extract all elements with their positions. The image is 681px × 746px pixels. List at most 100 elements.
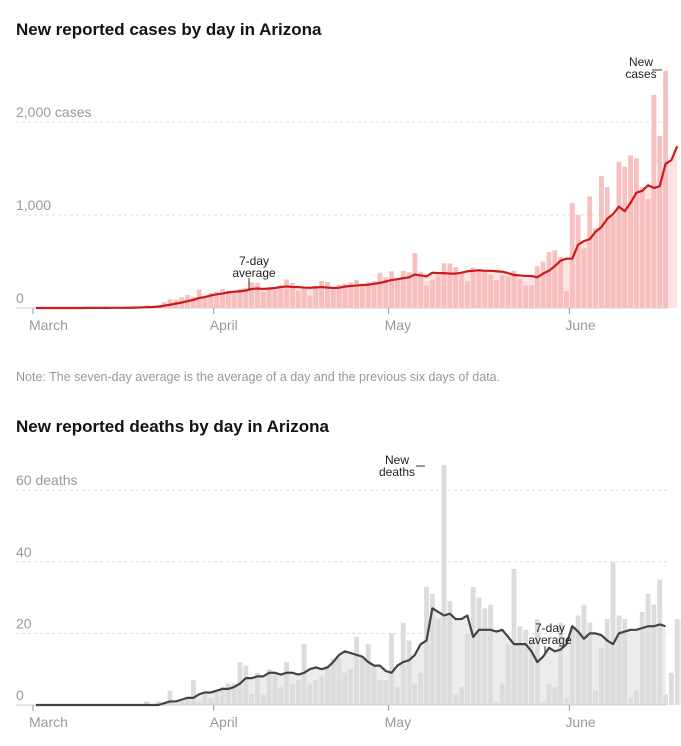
bar [272, 289, 278, 308]
bar [616, 161, 622, 308]
bar [179, 701, 185, 705]
bar [517, 279, 523, 308]
bar [313, 286, 319, 308]
bar [622, 166, 628, 308]
bar [190, 296, 196, 308]
bar [377, 679, 383, 705]
bar [488, 274, 494, 308]
bar [389, 271, 394, 308]
bar [418, 672, 424, 705]
bar [290, 282, 295, 308]
bar [406, 272, 412, 308]
bar [255, 282, 260, 308]
bar [459, 687, 464, 705]
bar [470, 267, 476, 308]
bar [429, 280, 435, 308]
bar [569, 626, 575, 705]
bar [202, 297, 208, 308]
bar [587, 196, 593, 308]
chart-note: Note: The seven-day average is the avera… [16, 370, 501, 384]
bar [342, 672, 348, 705]
bar [447, 263, 453, 308]
bar [604, 619, 610, 705]
bar [651, 95, 657, 308]
bar [237, 288, 243, 308]
average-line [35, 607, 666, 707]
bar [266, 669, 272, 705]
average-annotation: average [528, 633, 572, 647]
average-annotation: average [232, 266, 276, 280]
bar [290, 683, 295, 705]
x-tick-label: April [210, 714, 238, 730]
bar [668, 672, 674, 705]
bar [674, 619, 680, 705]
bar [628, 155, 633, 308]
bar [575, 615, 581, 705]
bar [552, 687, 558, 705]
bar [581, 248, 587, 308]
bar [470, 586, 476, 705]
bar [348, 669, 354, 705]
bar [348, 282, 354, 308]
bar [499, 275, 505, 308]
bar [429, 594, 435, 705]
bar [243, 665, 249, 705]
bar [319, 281, 324, 308]
bar [144, 701, 150, 705]
bar [633, 158, 639, 308]
bar [494, 280, 499, 308]
bar [639, 611, 645, 705]
bar [394, 687, 400, 705]
bar [464, 633, 470, 705]
bar [190, 679, 196, 705]
bar [476, 597, 482, 705]
bar [354, 280, 359, 308]
bar [587, 622, 593, 705]
bar [575, 215, 581, 308]
bar [540, 261, 546, 308]
bar [208, 293, 214, 308]
bar [534, 266, 540, 308]
bar [511, 568, 517, 705]
y-tick-label: 0 [16, 290, 24, 306]
bar [342, 283, 348, 308]
bar [657, 579, 663, 705]
bar [167, 690, 173, 705]
bar [400, 270, 406, 308]
bar [185, 697, 190, 705]
bar [377, 272, 383, 308]
bar [639, 187, 645, 308]
bar [243, 288, 249, 308]
bar [488, 604, 494, 705]
bar [511, 270, 517, 308]
bar [441, 465, 447, 705]
bar [400, 622, 406, 705]
bar [610, 215, 616, 308]
bar [435, 275, 441, 308]
deaths-chart: 0 20 40 60 deaths March April May June Newdeaths… [16, 453, 681, 730]
bar [354, 636, 359, 705]
bar [517, 626, 523, 705]
bar [546, 252, 552, 308]
bar [278, 687, 284, 705]
average-line [35, 145, 679, 310]
bar [231, 683, 237, 705]
bar [167, 299, 173, 308]
bar [231, 294, 237, 308]
bar [499, 683, 505, 705]
y-tick-label: 60 deaths [16, 472, 78, 488]
bar [295, 290, 301, 308]
x-tick-label: March [29, 317, 68, 333]
bar [628, 697, 633, 705]
bar [633, 690, 639, 705]
deaths-chart-title: New reported deaths by day in Arizona [16, 417, 329, 436]
new-cases-annotation: cases [625, 67, 656, 81]
bar [447, 601, 453, 705]
bar [424, 586, 429, 705]
bar [330, 658, 336, 705]
y-tick-label: 2,000 cases [16, 104, 92, 120]
y-tick-label: 40 [16, 544, 32, 560]
bar [220, 687, 225, 705]
bar [359, 658, 365, 705]
bar [278, 285, 284, 308]
